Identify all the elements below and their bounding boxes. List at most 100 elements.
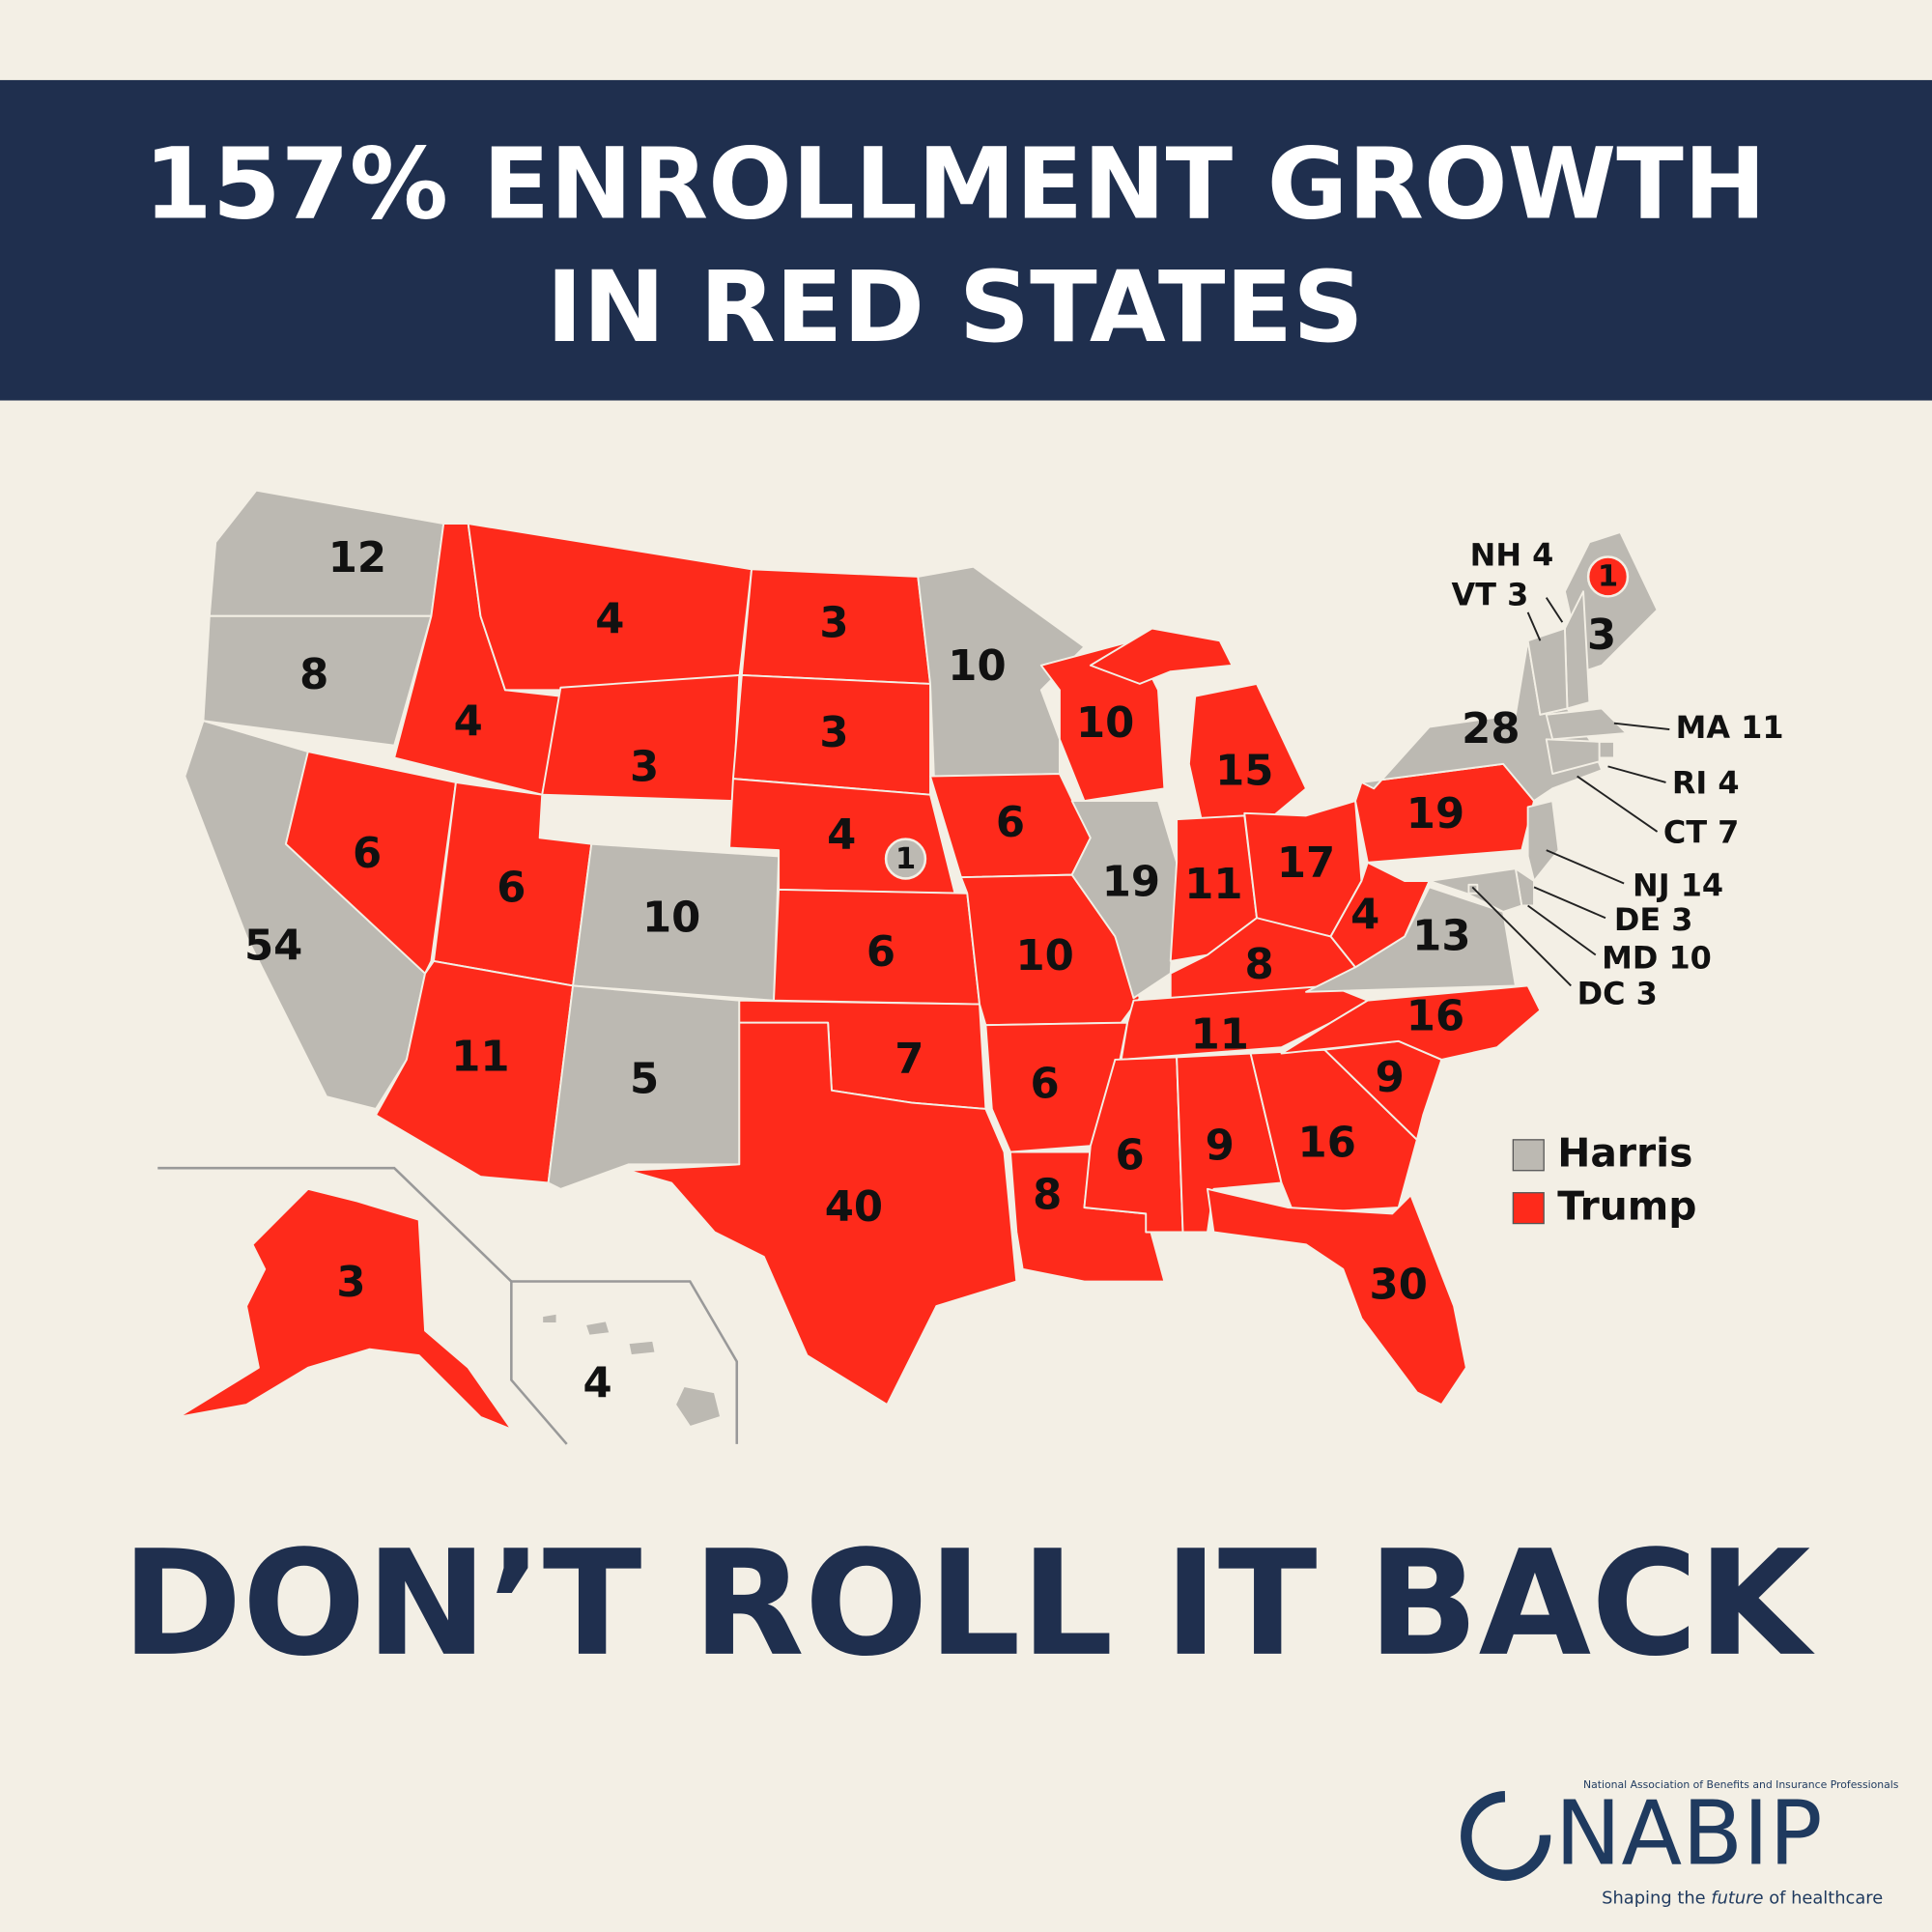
state-abbr: NJ <box>1633 867 1670 903</box>
legend-label: Trump <box>1557 1182 1696 1229</box>
state-callout: MD 10 <box>1602 940 1712 977</box>
logo-name: NABIP <box>1555 1782 1823 1886</box>
tagline-part: of healthcare <box>1769 1889 1883 1909</box>
state-votes: 15 <box>1215 748 1273 796</box>
state-votes: 10 <box>1668 940 1711 977</box>
state-votes: 28 <box>1462 705 1520 753</box>
state-votes: 30 <box>1370 1261 1428 1309</box>
state-votes: 6 <box>1116 1131 1145 1179</box>
callout-line <box>1577 775 1659 833</box>
state-votes: 11 <box>1184 861 1242 909</box>
state-votes: 3 <box>1671 901 1692 938</box>
logo: National Association of Benefits and Ins… <box>1461 1778 1899 1909</box>
state-votes: 4 <box>583 1359 612 1407</box>
district-marker <box>884 838 927 880</box>
legend-swatch <box>1512 1192 1545 1225</box>
state-votes: 10 <box>1076 699 1134 748</box>
state-votes: 6 <box>497 865 526 913</box>
state-shape <box>1280 984 1542 1061</box>
legend-swatch <box>1512 1139 1545 1172</box>
state-votes: 3 <box>630 744 659 792</box>
state-abbr: VT <box>1452 576 1497 612</box>
state-shape <box>1526 627 1569 716</box>
state-shape <box>674 1384 723 1428</box>
slogan: DON’T ROLL IT BACK <box>122 1520 1816 1689</box>
state-shape <box>1089 627 1234 685</box>
state-votes: 4 <box>1350 892 1379 940</box>
callout-line <box>1613 722 1670 731</box>
state-abbr: DC <box>1577 976 1626 1012</box>
legend-label: Harris <box>1557 1129 1692 1176</box>
state-votes: 9 <box>1206 1122 1235 1170</box>
tagline-emphasis: future <box>1711 1889 1763 1909</box>
logo-mark <box>1461 1790 1551 1882</box>
state-abbr: CT <box>1663 814 1707 851</box>
logo-tagline: Shaping the future of healthcare <box>1602 1889 1883 1909</box>
state-shape <box>1598 740 1615 759</box>
state-shape <box>1526 800 1560 882</box>
header-band <box>0 79 1932 401</box>
state-shape <box>627 1339 657 1357</box>
state-votes: 4 <box>827 811 856 860</box>
state-votes: 4 <box>595 596 624 644</box>
callout-line <box>1471 886 1572 987</box>
district-votes: 1 <box>1598 560 1618 594</box>
state-votes: 19 <box>1406 790 1464 838</box>
state-votes: 6 <box>1031 1061 1060 1109</box>
state-votes: 3 <box>1587 611 1616 660</box>
state-votes: 4 <box>1532 537 1553 574</box>
state-votes: 11 <box>1741 709 1783 746</box>
state-shape <box>1207 1187 1467 1406</box>
state-shape <box>1070 800 1179 1000</box>
state-votes: 6 <box>867 928 895 977</box>
state-votes: 16 <box>1298 1120 1356 1168</box>
callout-line <box>1545 597 1564 623</box>
state-votes: 12 <box>328 534 386 582</box>
state-votes: 10 <box>1015 932 1073 980</box>
state-callout: NJ 14 <box>1633 867 1723 903</box>
state-callout: NH 4 <box>1470 537 1554 574</box>
state-abbr: MD <box>1602 940 1658 977</box>
state-shape <box>284 751 457 975</box>
title-line: IN RED STATES <box>546 250 1363 365</box>
state-shape <box>627 1021 1018 1406</box>
callout-line <box>1546 849 1625 885</box>
state-votes: 40 <box>825 1183 883 1232</box>
state-callout: MA 11 <box>1676 709 1784 746</box>
state-votes: 54 <box>244 923 302 971</box>
state-callout: RI 4 <box>1672 765 1740 802</box>
state-callout: VT 3 <box>1452 576 1529 612</box>
state-votes: 4 <box>454 698 483 747</box>
callout-line <box>1607 765 1666 783</box>
title-line: 157% ENROLLMENT GROWTH <box>144 128 1766 242</box>
state-callout: CT 7 <box>1663 814 1739 851</box>
state-abbr: NH <box>1470 537 1521 574</box>
inset-border <box>511 1280 739 1444</box>
state-votes: 3 <box>819 599 848 647</box>
state-votes: 19 <box>1102 858 1160 906</box>
state-votes: 3 <box>1507 576 1528 612</box>
tagline-part: Shaping the <box>1602 1889 1705 1909</box>
state-votes: 14 <box>1681 867 1723 903</box>
district-marker <box>1586 555 1630 598</box>
state-votes: 9 <box>1376 1054 1405 1102</box>
state-votes: 6 <box>996 799 1025 847</box>
state-shape <box>1545 707 1628 741</box>
state-shape <box>1329 861 1431 969</box>
state-votes: 10 <box>642 894 700 942</box>
state-shape <box>583 1320 611 1337</box>
state-votes: 8 <box>299 651 328 699</box>
state-votes: 5 <box>630 1055 659 1103</box>
state-votes: 17 <box>1277 839 1335 888</box>
state-callout: DC 3 <box>1577 976 1658 1012</box>
state-abbr: DE <box>1614 901 1661 938</box>
state-votes: 3 <box>336 1259 365 1307</box>
logo-org: National Association of Benefits and Ins… <box>1583 1778 1899 1791</box>
state-votes: 6 <box>353 830 382 878</box>
state-votes: 3 <box>819 709 848 757</box>
state-votes: 10 <box>948 642 1006 691</box>
state-votes: 7 <box>1718 814 1739 851</box>
state-votes: 8 <box>1244 941 1273 989</box>
